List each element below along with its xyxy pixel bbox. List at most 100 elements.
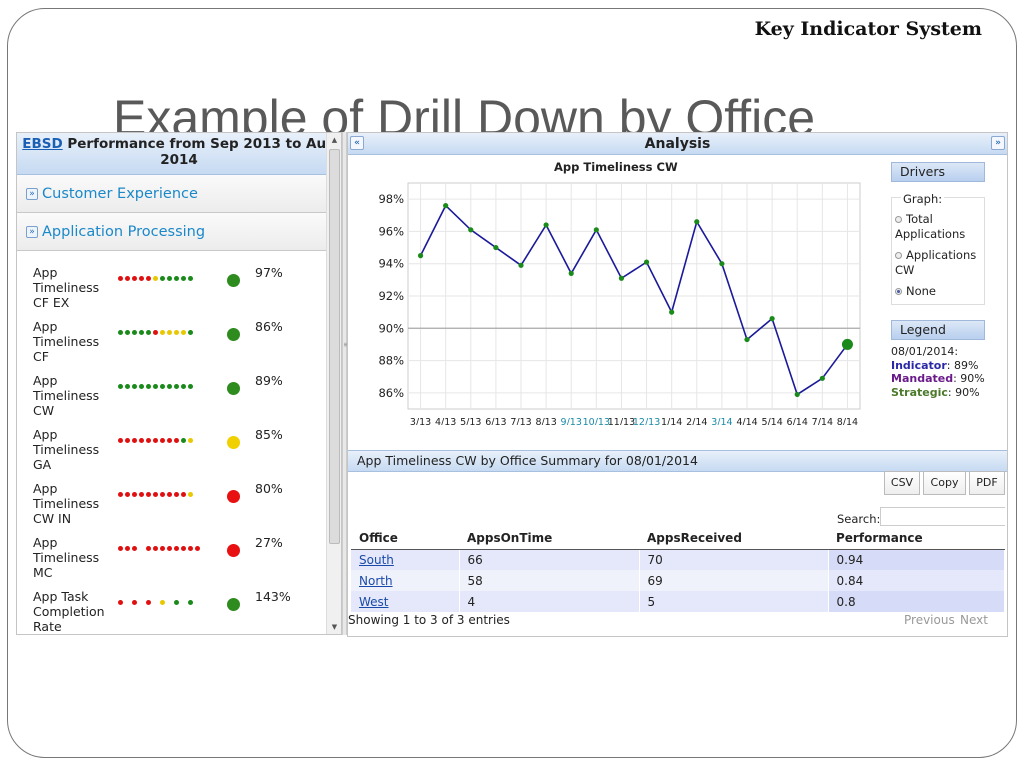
trend-dot <box>167 330 172 335</box>
trend-dot <box>146 330 151 335</box>
radio-applications-cw[interactable]: Applications CW <box>895 248 985 278</box>
scroll-thumb[interactable] <box>329 149 340 544</box>
trend-dot <box>118 600 123 605</box>
trend-dot <box>181 330 186 335</box>
table-row: South 66 70 0.94 <box>351 549 1005 570</box>
panel-splitter[interactable]: ≡ <box>342 132 350 635</box>
scroll-down-icon[interactable]: ▼ <box>331 623 338 631</box>
trend-dot <box>132 330 137 335</box>
trend-dot <box>160 492 165 497</box>
trend-dot <box>167 276 172 281</box>
indicator-row[interactable]: App Task Completion Rate 143% <box>17 579 327 634</box>
cell-office: North <box>351 570 460 591</box>
indicator-row[interactable]: App Timeliness CF 86% <box>17 309 327 364</box>
x-tick-label: 7/14 <box>812 417 833 425</box>
search-input[interactable] <box>880 507 1005 526</box>
trend-dot <box>139 600 144 605</box>
legend-mandated-value: : 90% <box>953 372 985 385</box>
data-point <box>493 244 499 251</box>
trend-dot <box>160 600 165 605</box>
system-title: Key Indicator System <box>754 18 982 40</box>
trend-dot <box>174 438 179 443</box>
trend-dot <box>139 330 144 335</box>
csv-button[interactable]: CSV <box>884 471 920 495</box>
data-point <box>443 203 449 209</box>
indicator-percent: 97% <box>255 265 283 280</box>
x-tick-label: 3/14 <box>711 417 732 425</box>
trend-dot <box>174 600 179 605</box>
indicator-row[interactable]: App Timeliness MC 27% <box>17 525 327 580</box>
pdf-button[interactable]: PDF <box>969 471 1005 495</box>
legend-tab[interactable]: Legend <box>891 320 985 340</box>
cell-office: West <box>351 591 460 612</box>
column-header-office[interactable]: Office <box>351 528 459 550</box>
cell-appsontime: 4 <box>459 591 640 612</box>
trend-dot <box>125 600 130 605</box>
trend-dot <box>125 330 130 335</box>
x-tick-label: 8/14 <box>837 417 858 425</box>
collapse-left-icon[interactable]: « <box>350 136 364 150</box>
trend-dot <box>118 384 123 389</box>
trend-dot <box>146 438 151 443</box>
previous-button[interactable]: Previous <box>904 613 955 627</box>
column-header-appsreceived[interactable]: AppsReceived <box>639 528 828 550</box>
radio-none[interactable]: None <box>895 284 985 299</box>
indicator-row[interactable]: App Timeliness CW IN 80% <box>17 471 327 526</box>
trend-dot <box>153 600 158 605</box>
trend-dot <box>146 384 151 389</box>
expand-icon: » <box>26 187 38 200</box>
trend-dots <box>118 384 195 392</box>
trend-dot <box>125 438 130 443</box>
legend-info: 08/01/2014: Indicator: 89% Mandated: 90%… <box>891 345 985 399</box>
office-link-south[interactable]: South <box>359 552 394 567</box>
trend-dot <box>174 276 179 281</box>
column-header-appsontime[interactable]: AppsOnTime <box>459 528 639 550</box>
indicator-row[interactable]: App Timeliness GA 85% <box>17 417 327 472</box>
trend-dot <box>146 492 151 497</box>
x-tick-label: 6/14 <box>787 417 808 425</box>
left-scrollbar[interactable]: ▲ ▼ <box>326 133 341 634</box>
x-tick-label: 2/14 <box>686 417 707 425</box>
trend-dots <box>118 438 195 446</box>
trend-dot <box>188 546 193 551</box>
data-point <box>417 253 424 259</box>
trend-dot <box>139 384 144 389</box>
trend-dot <box>153 384 158 389</box>
legend-mandated-label: Mandated <box>891 372 954 385</box>
office-link-north[interactable]: North <box>359 573 393 588</box>
data-point <box>841 338 853 350</box>
office-link-west[interactable]: West <box>359 594 389 609</box>
trend-dot <box>132 492 137 497</box>
expand-right-icon[interactable]: » <box>991 136 1005 150</box>
indicator-percent: 86% <box>255 319 283 334</box>
trend-dot <box>181 546 186 551</box>
x-tick-label: 3/13 <box>410 417 431 425</box>
indicator-row[interactable]: App Timeliness CF EX 97% <box>17 255 327 310</box>
x-tick-label: 4/14 <box>736 417 757 425</box>
legend-strategic-label: Strategic <box>891 385 948 399</box>
status-indicator-icon <box>227 490 240 503</box>
trend-dots <box>118 330 195 338</box>
column-header-performance[interactable]: Performance <box>828 528 1005 550</box>
trend-dot <box>125 492 130 497</box>
ebsd-link[interactable]: EBSD <box>22 136 63 152</box>
scroll-up-icon[interactable]: ▲ <box>331 136 338 144</box>
copy-button[interactable]: Copy <box>923 471 966 495</box>
trend-dot <box>139 546 144 551</box>
table-row: North 58 69 0.84 <box>351 570 1005 591</box>
trend-dot <box>188 438 193 443</box>
trend-dots <box>118 546 202 554</box>
radio-total-applications[interactable]: Total Applications <box>895 212 985 242</box>
section-customer-experience[interactable]: » Customer Experience <box>17 175 341 213</box>
trend-dot <box>125 384 130 389</box>
status-indicator-icon <box>227 382 240 395</box>
trend-dot <box>181 276 186 281</box>
section-application-processing[interactable]: » Application Processing <box>17 213 341 251</box>
status-indicator-icon <box>227 544 240 557</box>
x-tick-label: 5/14 <box>761 417 782 425</box>
next-button[interactable]: Next <box>960 613 988 627</box>
y-tick-label: 88% <box>378 354 404 368</box>
indicator-row[interactable]: App Timeliness CW 89% <box>17 363 327 418</box>
radio-label: Total Applications <box>895 212 966 241</box>
drivers-tab[interactable]: Drivers <box>891 162 985 182</box>
